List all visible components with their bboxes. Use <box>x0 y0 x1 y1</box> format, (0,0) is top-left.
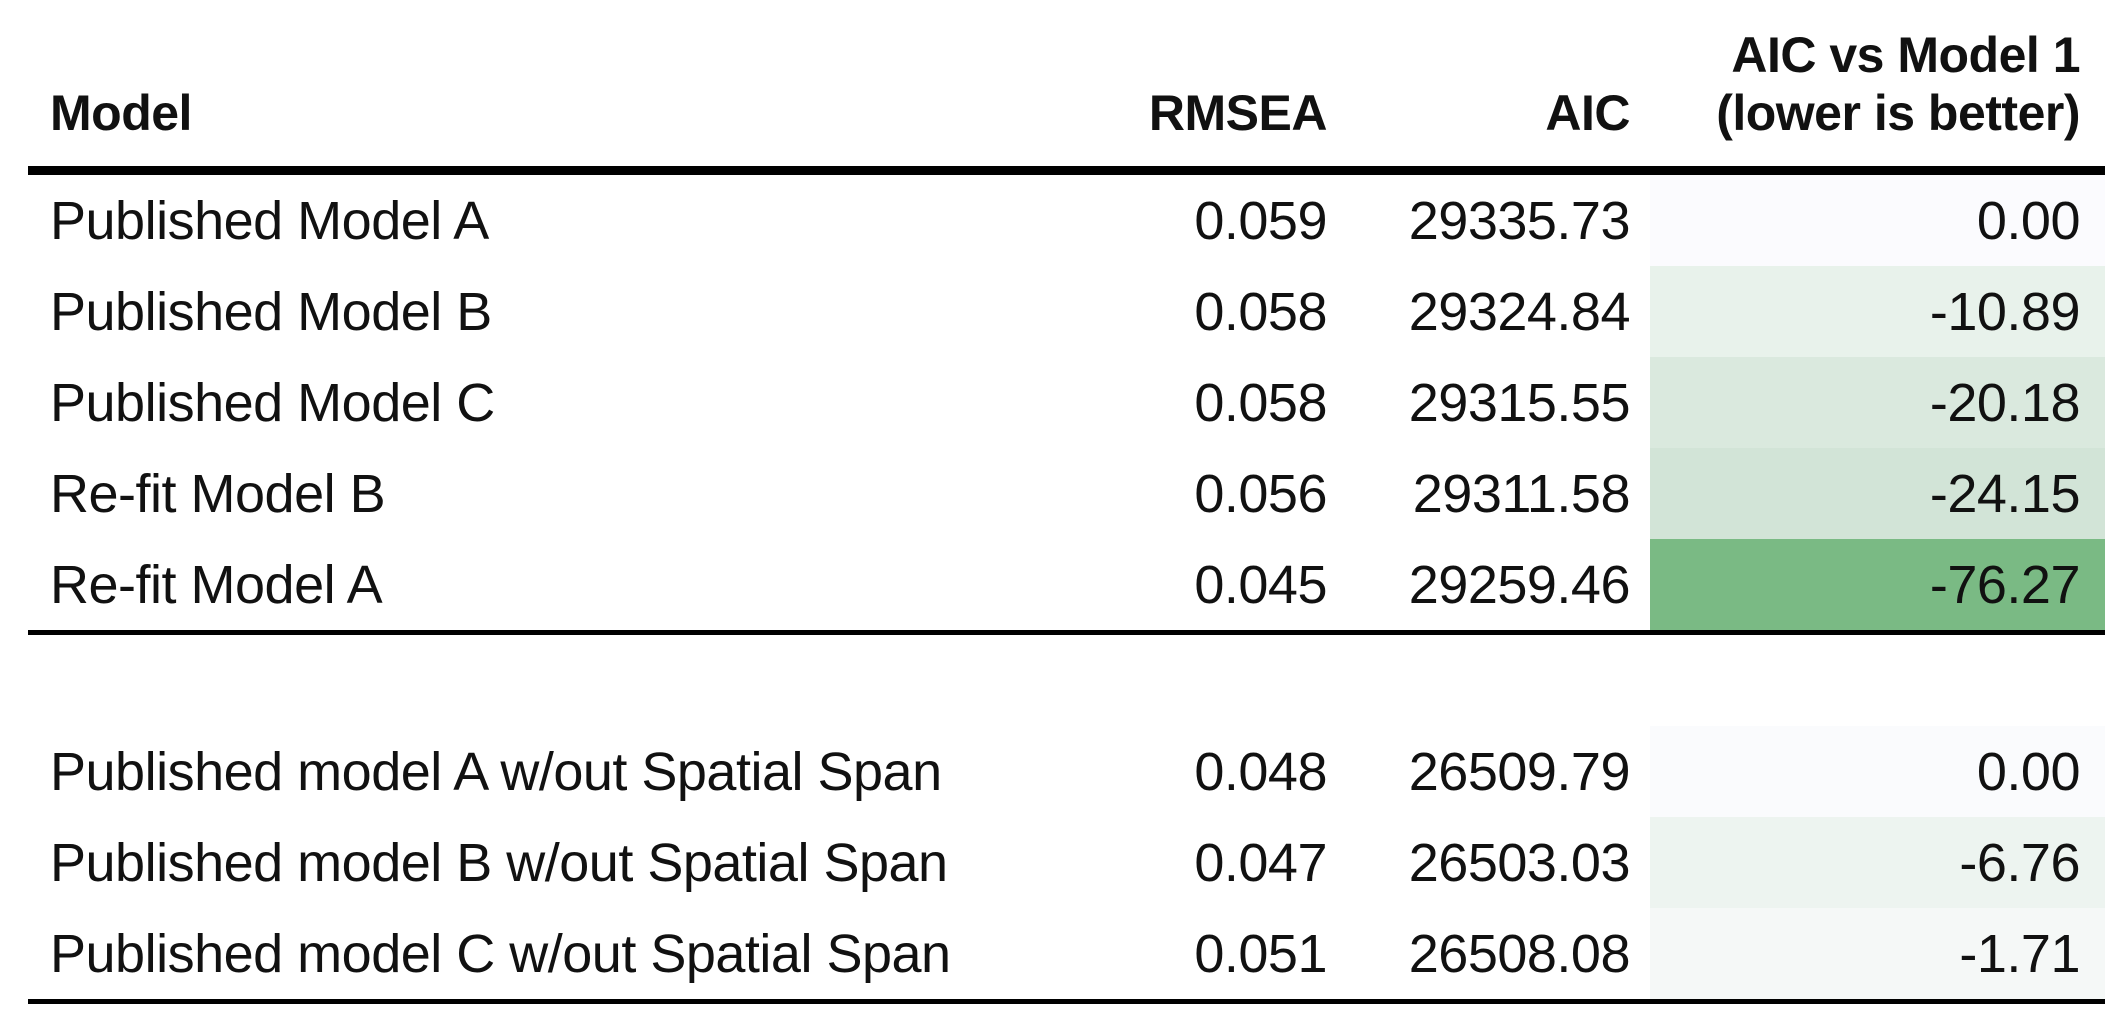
rmsea-column-header: RMSEA <box>1148 84 1328 141</box>
model-column-header: Model <box>50 84 192 141</box>
aic-cell: 29324.84 <box>1408 281 1631 342</box>
aic-diff-cell: -6.76 <box>1650 817 2105 908</box>
aic-diff-cell: 0.00 <box>1650 175 2105 266</box>
table-row: Published Model B 0.058 29324.84 -10.89 <box>28 266 2105 357</box>
model-name-cell: Published model C w/out Spatial Span <box>50 923 951 984</box>
model-name-cell: Published model A w/out Spatial Span <box>50 741 942 802</box>
aic-cell: 26508.08 <box>1408 923 1631 984</box>
aic-diff-cell: -1.71 <box>1650 908 2105 999</box>
model-name-cell: Published Model C <box>50 372 495 433</box>
aic-diff-cell: 0.00 <box>1650 726 2105 817</box>
aic-cell: 26509.79 <box>1408 741 1631 802</box>
aic-diff-header-line1: AIC vs Model 1 <box>1731 27 2080 83</box>
model-name-cell: Published Model B <box>50 281 492 342</box>
aic-cell: 29311.58 <box>1412 463 1631 524</box>
model-comparison-table: Model RMSEA AIC AIC vs Model 1 (lower is… <box>28 0 2105 1004</box>
table-row: Published model C w/out Spatial Span 0.0… <box>28 908 2105 999</box>
aic-diff-header-line2: (lower is better) <box>1716 84 2080 141</box>
aic-diff-cell: -76.27 <box>1650 539 2105 630</box>
aic-cell: 29259.46 <box>1408 554 1631 615</box>
model-name-cell: Re-fit Model B <box>50 463 386 524</box>
table-bottom-rule <box>28 999 2105 1004</box>
section-divider-rule <box>28 630 2105 635</box>
aic-column-header: AIC <box>1545 84 1630 141</box>
rmsea-cell: 0.056 <box>1194 463 1327 524</box>
rmsea-cell: 0.045 <box>1194 554 1327 615</box>
rmsea-cell: 0.058 <box>1194 372 1327 433</box>
aic-diff-column-header: AIC vs Model 1 (lower is better) <box>1650 27 2105 142</box>
rmsea-cell: 0.051 <box>1194 923 1327 984</box>
aic-cell: 26503.03 <box>1408 832 1631 893</box>
model-name-cell: Re-fit Model A <box>50 554 383 615</box>
table-row: Published model B w/out Spatial Span 0.0… <box>28 817 2105 908</box>
table-row: Re-fit Model A 0.045 29259.46 -76.27 <box>28 539 2105 630</box>
table-row: Published Model A 0.059 29335.73 0.00 <box>28 175 2105 266</box>
header-divider-rule <box>28 166 2105 175</box>
rmsea-cell: 0.059 <box>1194 190 1327 251</box>
model-name-cell: Published Model A <box>50 190 489 251</box>
aic-cell: 29315.55 <box>1408 372 1631 433</box>
table-row: Published model A w/out Spatial Span 0.0… <box>28 726 2105 817</box>
aic-diff-cell: -10.89 <box>1650 266 2105 357</box>
aic-cell: 29335.73 <box>1408 190 1631 251</box>
model-name-cell: Published model B w/out Spatial Span <box>50 832 948 893</box>
table-row: Re-fit Model B 0.056 29311.58 -24.15 <box>28 448 2105 539</box>
rmsea-cell: 0.048 <box>1194 741 1327 802</box>
section-gap <box>28 635 2105 726</box>
table-header-row: Model RMSEA AIC AIC vs Model 1 (lower is… <box>28 0 2105 166</box>
aic-diff-cell: -24.15 <box>1650 448 2105 539</box>
table-row: Published Model C 0.058 29315.55 -20.18 <box>28 357 2105 448</box>
rmsea-cell: 0.058 <box>1194 281 1327 342</box>
rmsea-cell: 0.047 <box>1194 832 1327 893</box>
aic-diff-cell: -20.18 <box>1650 357 2105 448</box>
